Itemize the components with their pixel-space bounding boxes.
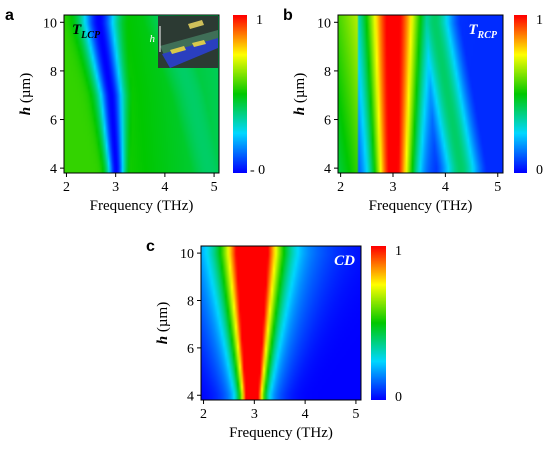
inset-height-label: h <box>150 33 156 45</box>
heatmap-label-subscript: RCP <box>477 30 498 41</box>
colorbar-tick-max: 1 <box>395 244 402 259</box>
y-axis-label-unit: (µm) <box>18 73 34 107</box>
heatmap-label-a: TLCP <box>72 22 101 41</box>
y-axis-label: h (µm) <box>18 73 34 115</box>
x-tick-label: 4 <box>161 180 168 195</box>
y-axis-label: h (µm) <box>155 302 171 344</box>
plot-frame-c <box>200 245 362 401</box>
inset-resonator-3 <box>188 20 204 29</box>
structure-inset: h <box>150 16 218 68</box>
x-tick-label: 3 <box>112 180 119 195</box>
x-axis-label: Frequency (THz) <box>229 425 333 441</box>
heatmap-label-b: TRCP <box>468 22 498 41</box>
colorbar-tick-min: - 0 <box>250 163 265 178</box>
y-tick-label: 10 <box>43 16 57 31</box>
y-axis-label: h (µm) <box>292 73 308 115</box>
y-tick-label: 10 <box>180 247 194 262</box>
y-axis-label-symbol: h <box>18 107 34 115</box>
heatmap-b <box>338 15 503 173</box>
heatmap-c <box>201 246 361 400</box>
heatmap-label-main: T <box>72 22 82 38</box>
panel-letter-b: b <box>283 7 293 24</box>
y-axis-label-symbol: h <box>292 107 308 115</box>
x-tick-label: 5 <box>211 180 218 195</box>
panel-letter-c: c <box>146 238 155 255</box>
plot-frame-a <box>63 14 220 174</box>
inset-resonator-2 <box>192 40 206 47</box>
y-tick-label: 6 <box>187 342 194 357</box>
heatmap-label-main: CD <box>334 253 355 269</box>
colorbar-tick-max: 1 <box>256 13 263 28</box>
x-axis-label: Frequency (THz) <box>90 198 194 214</box>
y-tick-label: 10 <box>317 16 331 31</box>
x-tick-label: 3 <box>390 180 397 195</box>
x-tick-label: 2 <box>63 180 70 195</box>
colorbar-b <box>514 15 527 173</box>
panel-letter-a: a <box>5 7 14 24</box>
x-tick-label: 4 <box>302 407 309 422</box>
y-tick-label: 4 <box>187 389 194 404</box>
heatmap-label-subscript: LCP <box>80 30 101 41</box>
colorbar-tick-min: 0 <box>395 390 402 405</box>
x-tick-label: 3 <box>251 407 258 422</box>
y-axis-label-unit: (µm) <box>292 73 308 107</box>
panel-a: a 2 3 4 5 4 6 8 10 Frequency (THz) h (µm) TLCP 1 - 0 h <box>5 7 265 214</box>
y-tick-label: 4 <box>324 162 331 177</box>
x-tick-label: 4 <box>442 180 449 195</box>
y-tick-label: 8 <box>50 65 57 80</box>
x-tick-label: 5 <box>494 180 501 195</box>
heatmap-label-c: CD <box>334 253 355 269</box>
y-tick-label: 6 <box>50 114 57 129</box>
colorbar-tick-min: 0 <box>536 163 543 178</box>
x-tick-label: 5 <box>352 407 359 422</box>
y-axis-label-unit: (µm) <box>155 302 171 336</box>
colorbar-c <box>371 246 386 400</box>
heatmap-label-main: T <box>468 22 478 38</box>
plot-frame-b <box>337 14 504 174</box>
inset-substrate <box>162 38 218 68</box>
y-tick-label: 4 <box>50 162 57 177</box>
y-tick-label: 8 <box>324 65 331 80</box>
colorbar-a <box>233 15 247 173</box>
y-axis-label-symbol: h <box>155 336 171 344</box>
x-tick-label: 2 <box>337 180 344 195</box>
inset-resonator-1 <box>170 46 186 54</box>
y-tick-label: 8 <box>187 294 194 309</box>
x-tick-label: 2 <box>200 407 207 422</box>
x-axis-label: Frequency (THz) <box>369 198 473 214</box>
y-tick-label: 6 <box>324 114 331 129</box>
colorbar-tick-max: 1 <box>536 13 543 28</box>
